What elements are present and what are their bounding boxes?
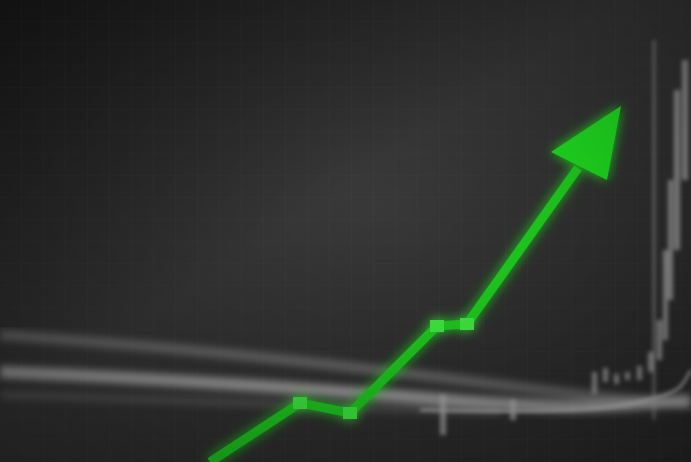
photo [0, 0, 691, 462]
page [0, 0, 691, 462]
vignette [0, 0, 691, 462]
